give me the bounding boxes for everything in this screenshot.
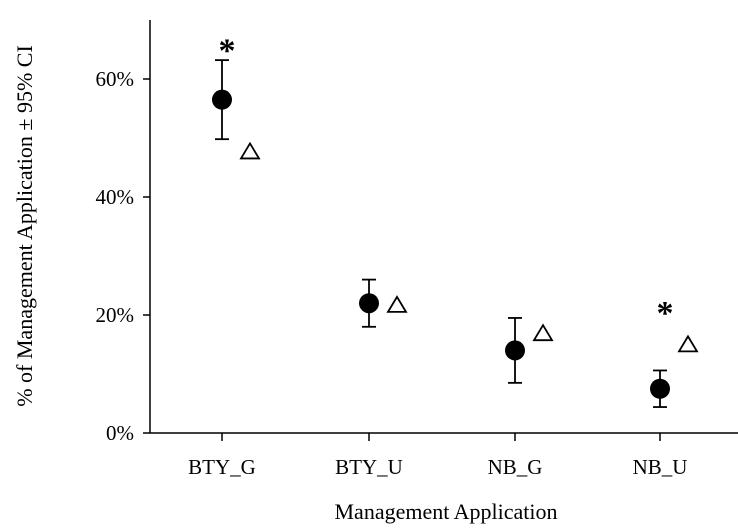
x-axis-title: Management Application	[335, 499, 558, 524]
data-point-open-triangle	[386, 295, 408, 313]
data-marks	[212, 59, 699, 408]
data-point-filled-circle	[212, 89, 232, 110]
y-tick-label: 20%	[96, 303, 135, 327]
significance-asterisk: *	[657, 295, 674, 332]
data-point-open-triangle	[677, 334, 699, 353]
y-tick-label: 0%	[106, 421, 134, 445]
tick-labels: 0% 20% 40% 60% BTY_G BTY_U NB_G NB_U	[96, 67, 688, 479]
x-tick-label: NB_U	[633, 455, 688, 479]
data-point-filled-circle	[505, 340, 525, 361]
significance-asterisk: *	[219, 33, 236, 70]
y-tick-label: 40%	[96, 185, 135, 209]
data-point-open-triangle	[239, 141, 261, 160]
x-tick-label: NB_G	[488, 455, 543, 479]
axes	[143, 20, 738, 441]
x-tick-label: BTY_U	[335, 455, 403, 479]
annotations: **	[219, 33, 674, 333]
data-point-filled-circle	[650, 378, 670, 399]
data-point-filled-circle	[359, 293, 379, 314]
data-point-open-triangle	[532, 323, 554, 342]
y-axis-title: % of Management Application ± 95% CI	[12, 45, 37, 407]
x-tick-label: BTY_G	[188, 455, 256, 479]
y-tick-label: 60%	[96, 67, 135, 91]
